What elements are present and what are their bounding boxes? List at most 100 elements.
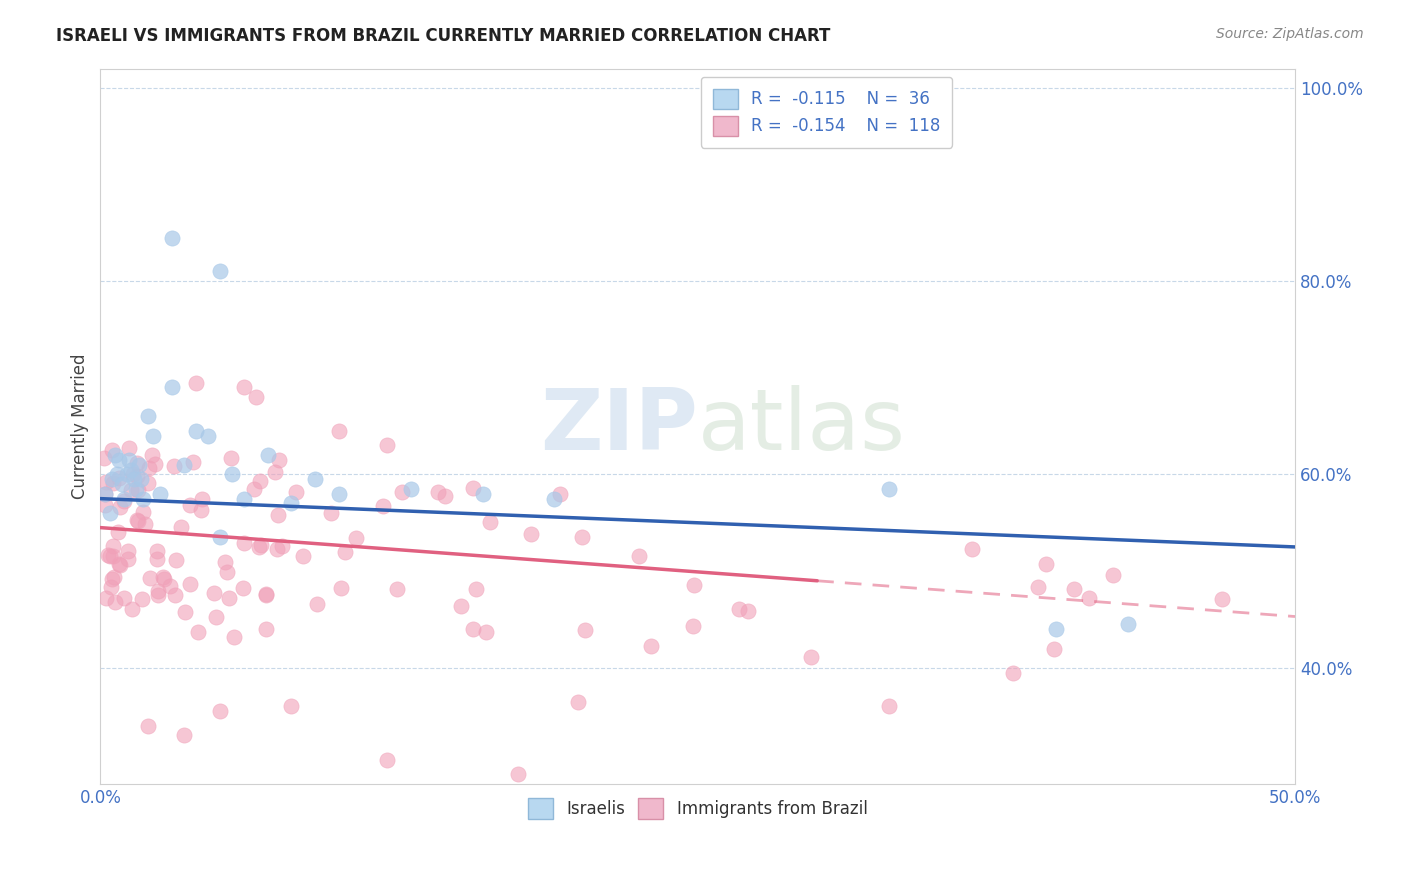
Point: [232, 536, 254, 550]
Point: [232, 581, 254, 595]
Point: [117, 544, 139, 558]
Point: [450, 599, 472, 614]
Text: ZIP: ZIP: [540, 384, 697, 467]
Text: ISRAELI VS IMMIGRANTS FROM BRAZIL CURRENTLY MARRIED CORRELATION CHART: ISRAELI VS IMMIGRANTS FROM BRAZIL CURREN…: [56, 27, 831, 45]
Point: [304, 472, 326, 486]
Point: [100, 573, 122, 587]
Point: [153, 573, 176, 587]
Point: [173, 458, 195, 472]
Point: [100, 580, 122, 594]
Point: [132, 491, 155, 506]
Point: [391, 485, 413, 500]
Point: [208, 530, 231, 544]
Point: [139, 570, 162, 584]
Point: [1211, 592, 1233, 607]
Point: [243, 482, 266, 496]
Point: [134, 517, 156, 532]
Point: [256, 448, 278, 462]
Point: [125, 513, 148, 527]
Point: [173, 605, 195, 619]
Point: [181, 455, 204, 469]
Point: [285, 485, 308, 500]
Point: [148, 588, 170, 602]
Point: [132, 504, 155, 518]
Point: [1102, 568, 1125, 582]
Point: [108, 471, 131, 485]
Point: [214, 555, 236, 569]
Point: [247, 541, 270, 555]
Point: [571, 530, 593, 544]
Point: [737, 604, 759, 618]
Point: [94, 487, 117, 501]
Point: [427, 484, 450, 499]
Point: [640, 639, 662, 653]
Point: [328, 424, 350, 438]
Point: [218, 591, 240, 605]
Point: [108, 453, 131, 467]
Point: [103, 539, 125, 553]
Point: [267, 508, 290, 523]
Point: [149, 487, 172, 501]
Point: [215, 565, 238, 579]
Point: [254, 587, 277, 601]
Point: [146, 544, 169, 558]
Text: atlas: atlas: [697, 384, 905, 467]
Point: [184, 424, 207, 438]
Point: [548, 487, 571, 501]
Legend: Israelis, Immigrants from Brazil: Israelis, Immigrants from Brazil: [522, 792, 875, 825]
Point: [307, 597, 329, 611]
Y-axis label: Currently Married: Currently Married: [72, 353, 89, 499]
Point: [574, 624, 596, 638]
Point: [219, 450, 242, 465]
Point: [254, 622, 277, 636]
Point: [107, 525, 129, 540]
Point: [222, 631, 245, 645]
Point: [93, 498, 115, 512]
Point: [682, 619, 704, 633]
Point: [1116, 617, 1139, 632]
Point: [118, 453, 141, 467]
Point: [160, 230, 183, 244]
Point: [98, 506, 121, 520]
Point: [463, 481, 485, 495]
Point: [179, 498, 201, 512]
Point: [121, 602, 143, 616]
Text: Source: ZipAtlas.com: Source: ZipAtlas.com: [1216, 27, 1364, 41]
Point: [399, 482, 422, 496]
Point: [146, 551, 169, 566]
Point: [115, 467, 138, 482]
Point: [121, 467, 143, 481]
Point: [249, 474, 271, 488]
Point: [266, 541, 288, 556]
Point: [94, 486, 117, 500]
Point: [127, 456, 149, 470]
Point: [136, 475, 159, 490]
Point: [152, 570, 174, 584]
Point: [170, 520, 193, 534]
Point: [103, 570, 125, 584]
Point: [101, 472, 124, 486]
Point: [118, 441, 141, 455]
Point: [104, 595, 127, 609]
Point: [461, 622, 484, 636]
Point: [877, 482, 900, 496]
Point: [117, 551, 139, 566]
Point: [232, 491, 254, 506]
Point: [269, 453, 291, 467]
Point: [197, 429, 219, 443]
Point: [280, 496, 302, 510]
Point: [474, 625, 496, 640]
Point: [163, 458, 186, 473]
Point: [375, 753, 398, 767]
Point: [160, 380, 183, 394]
Point: [187, 625, 209, 640]
Point: [101, 476, 124, 491]
Point: [250, 538, 273, 552]
Point: [191, 491, 214, 506]
Point: [292, 549, 315, 564]
Point: [508, 767, 530, 781]
Point: [520, 526, 543, 541]
Point: [165, 553, 187, 567]
Point: [112, 591, 135, 605]
Point: [202, 585, 225, 599]
